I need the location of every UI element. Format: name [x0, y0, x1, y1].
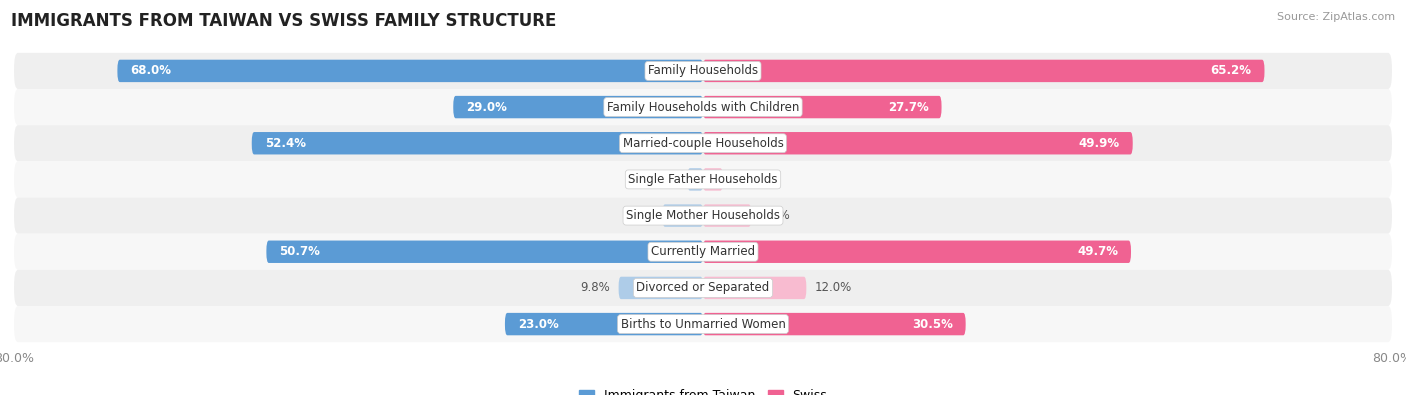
FancyBboxPatch shape [619, 277, 703, 299]
Text: Births to Unmarried Women: Births to Unmarried Women [620, 318, 786, 331]
FancyBboxPatch shape [14, 89, 1392, 125]
Text: 4.7%: 4.7% [624, 209, 654, 222]
Text: Divorced or Separated: Divorced or Separated [637, 281, 769, 294]
FancyBboxPatch shape [688, 168, 703, 191]
Text: 2.3%: 2.3% [731, 173, 761, 186]
Text: Single Father Households: Single Father Households [628, 173, 778, 186]
Text: 50.7%: 50.7% [280, 245, 321, 258]
FancyBboxPatch shape [703, 277, 807, 299]
FancyBboxPatch shape [252, 132, 703, 154]
FancyBboxPatch shape [14, 53, 1392, 89]
FancyBboxPatch shape [14, 234, 1392, 270]
Text: 52.4%: 52.4% [264, 137, 305, 150]
Legend: Immigrants from Taiwan, Swiss: Immigrants from Taiwan, Swiss [574, 384, 832, 395]
Text: 27.7%: 27.7% [887, 101, 928, 114]
Text: 68.0%: 68.0% [131, 64, 172, 77]
FancyBboxPatch shape [14, 198, 1392, 234]
Text: 23.0%: 23.0% [517, 318, 558, 331]
Text: 9.8%: 9.8% [581, 281, 610, 294]
Text: 49.9%: 49.9% [1078, 137, 1119, 150]
Text: Married-couple Households: Married-couple Households [623, 137, 783, 150]
Text: 1.8%: 1.8% [650, 173, 679, 186]
Text: 12.0%: 12.0% [815, 281, 852, 294]
FancyBboxPatch shape [703, 241, 1130, 263]
Text: 5.6%: 5.6% [759, 209, 790, 222]
FancyBboxPatch shape [662, 204, 703, 227]
Text: Currently Married: Currently Married [651, 245, 755, 258]
FancyBboxPatch shape [703, 313, 966, 335]
FancyBboxPatch shape [117, 60, 703, 82]
Text: Family Households with Children: Family Households with Children [607, 101, 799, 114]
FancyBboxPatch shape [703, 96, 942, 118]
FancyBboxPatch shape [703, 168, 723, 191]
Text: Source: ZipAtlas.com: Source: ZipAtlas.com [1277, 12, 1395, 22]
Text: 29.0%: 29.0% [467, 101, 508, 114]
Text: 49.7%: 49.7% [1077, 245, 1118, 258]
FancyBboxPatch shape [14, 161, 1392, 198]
FancyBboxPatch shape [453, 96, 703, 118]
FancyBboxPatch shape [505, 313, 703, 335]
Text: IMMIGRANTS FROM TAIWAN VS SWISS FAMILY STRUCTURE: IMMIGRANTS FROM TAIWAN VS SWISS FAMILY S… [11, 12, 557, 30]
FancyBboxPatch shape [703, 60, 1264, 82]
Text: Single Mother Households: Single Mother Households [626, 209, 780, 222]
FancyBboxPatch shape [266, 241, 703, 263]
FancyBboxPatch shape [14, 125, 1392, 161]
Text: Family Households: Family Households [648, 64, 758, 77]
FancyBboxPatch shape [14, 270, 1392, 306]
FancyBboxPatch shape [14, 306, 1392, 342]
Text: 30.5%: 30.5% [912, 318, 953, 331]
FancyBboxPatch shape [703, 204, 751, 227]
FancyBboxPatch shape [703, 132, 1133, 154]
Text: 65.2%: 65.2% [1211, 64, 1251, 77]
